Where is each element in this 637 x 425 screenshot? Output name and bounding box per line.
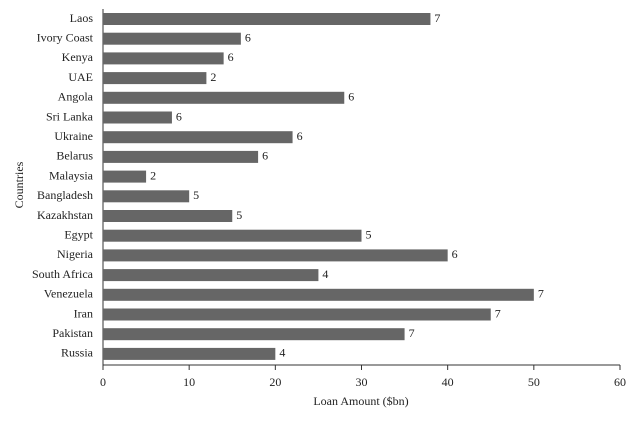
bar-label: 7 <box>434 11 440 25</box>
y-axis-title: Countries <box>12 161 26 208</box>
bar <box>103 288 534 301</box>
bar <box>103 249 448 262</box>
bar-label: 6 <box>176 109 182 123</box>
bar <box>103 72 207 85</box>
x-tick-label: 60 <box>614 375 626 389</box>
x-tick-label: 20 <box>269 375 281 389</box>
y-tick-label: Nigeria <box>57 247 94 261</box>
bar-label: 4 <box>279 346 285 360</box>
bar-label: 6 <box>452 247 458 261</box>
y-tick-label: Laos <box>70 11 94 25</box>
y-tick-label: Ukraine <box>54 129 93 143</box>
bar-label: 5 <box>236 208 242 222</box>
bar <box>103 150 259 163</box>
bar <box>103 91 345 104</box>
x-tick-label: 10 <box>183 375 195 389</box>
x-tick-label: 50 <box>528 375 540 389</box>
bar <box>103 347 276 360</box>
y-tick-label: South Africa <box>32 267 94 281</box>
bar <box>103 190 190 203</box>
y-tick-label: Bangladesh <box>37 188 93 202</box>
y-tick-label: Sri Lanka <box>46 109 94 123</box>
bar <box>103 210 233 222</box>
bar-label: 6 <box>228 50 234 64</box>
bar-label: 6 <box>297 129 303 143</box>
y-tick-label: Iran <box>74 306 93 320</box>
x-tick-label: 30 <box>356 375 368 389</box>
bar <box>103 131 293 144</box>
y-tick-label: Angola <box>58 90 94 104</box>
y-tick-label: Russia <box>61 346 94 360</box>
y-tick-label: Venezuela <box>44 287 94 301</box>
y-tick-label: Malaysia <box>49 168 94 182</box>
y-tick-label: Pakistan <box>52 326 93 340</box>
bar <box>103 269 319 282</box>
bar <box>103 111 172 124</box>
y-tick-label: Belarus <box>56 149 93 163</box>
bar-label: 6 <box>262 149 268 163</box>
bar-label: 7 <box>409 326 415 340</box>
bar-label: 2 <box>210 70 216 84</box>
y-tick-label: Egypt <box>64 227 93 241</box>
bar-label: 6 <box>348 90 354 104</box>
bar <box>103 308 491 321</box>
bar <box>103 229 362 242</box>
bar-label: 7 <box>538 287 544 301</box>
x-axis-title: Loan Amount ($bn) <box>313 394 408 408</box>
x-tick-label: 0 <box>100 375 106 389</box>
bar <box>103 328 405 341</box>
bar-label: 5 <box>366 227 372 241</box>
bar-label: 2 <box>150 168 156 182</box>
bar <box>103 170 147 183</box>
bar-label: 5 <box>193 188 199 202</box>
bar-label: 6 <box>245 30 251 44</box>
bar <box>103 52 224 65</box>
y-tick-label: UAE <box>68 70 93 84</box>
y-tick-label: Kenya <box>62 50 94 64</box>
bar <box>103 32 241 45</box>
y-tick-label: Ivory Coast <box>37 30 94 44</box>
y-tick-label: Kazakhstan <box>37 208 93 222</box>
bar <box>103 13 431 25</box>
bar-label: 4 <box>322 267 328 281</box>
x-tick-label: 40 <box>442 375 454 389</box>
bar-label: 7 <box>495 306 501 320</box>
